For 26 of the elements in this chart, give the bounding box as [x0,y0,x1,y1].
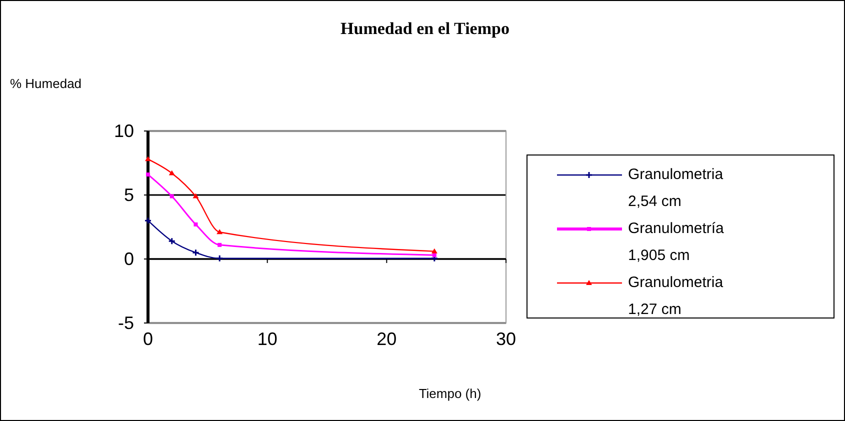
x-axis-title: Tiempo (h) [418,386,482,401]
point [168,170,175,176]
point [192,248,200,256]
legend-label: Granulometría 1,905 cm [628,220,725,264]
point [146,172,150,177]
y-tick-label: 5 [124,185,134,205]
x-tick-label: 30 [496,329,516,349]
y-axis-title: % Humedad [10,76,82,91]
point [216,254,224,262]
legend-label: Granulometria 2,54 cm [628,166,724,210]
point [170,194,174,198]
y-tick-label: -5 [118,313,134,333]
point [168,237,176,245]
y-tick-label: 0 [124,249,134,269]
point [218,242,222,247]
x-tick-label: 0 [142,329,154,349]
y-tick-label: 10 [114,121,134,141]
legend-label: Granulometria 1,27 cm [628,274,724,318]
chart-title: Humedad en el Tiempo [340,19,510,38]
x-tick-label: 10 [257,329,278,349]
point [431,248,438,254]
point [192,193,199,198]
point [216,229,223,234]
point [194,222,198,226]
x-tick-label: 20 [376,329,397,349]
point [145,156,151,162]
